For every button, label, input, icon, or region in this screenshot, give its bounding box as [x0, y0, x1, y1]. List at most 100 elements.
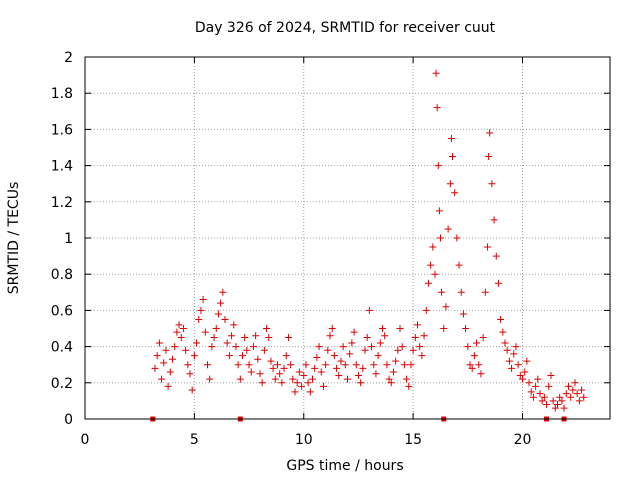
- data-point: [446, 180, 454, 188]
- data-point: [243, 346, 251, 354]
- data-point: [505, 357, 513, 365]
- y-tick-label: 0.4: [51, 340, 73, 356]
- data-point: [523, 357, 531, 365]
- data-point: [494, 279, 502, 287]
- data-point: [438, 288, 446, 296]
- data-point: [166, 368, 174, 376]
- data-point: [578, 386, 586, 394]
- axis-ticks: 00.20.40.60.811.21.41.61.820 5 10 15 20: [51, 50, 610, 448]
- data-point: [459, 310, 467, 318]
- data-point: [481, 288, 489, 296]
- data-point: [319, 382, 327, 390]
- data-point: [357, 379, 365, 387]
- data-point: [444, 225, 452, 233]
- data-point: [354, 372, 362, 380]
- data-point: [151, 364, 159, 372]
- data-point: [429, 243, 437, 251]
- data-point: [407, 361, 415, 369]
- data-point: [210, 334, 218, 342]
- data-point: [274, 361, 281, 369]
- data-point: [387, 379, 395, 387]
- data-point: [575, 397, 583, 405]
- data-point: [153, 352, 161, 360]
- data-point: [468, 364, 476, 372]
- data-point: [470, 352, 478, 360]
- data-point: [473, 339, 481, 347]
- data-point: [543, 401, 551, 409]
- data-point: [409, 346, 417, 354]
- data-point: [536, 390, 544, 398]
- data-point: [337, 357, 345, 365]
- data-point: [195, 315, 203, 323]
- data-point: [558, 397, 566, 405]
- data-point: [361, 346, 369, 354]
- data-point: [365, 306, 373, 314]
- x-axis-label: GPS time / hours: [286, 458, 403, 474]
- data-point: [155, 339, 163, 347]
- data-point: [514, 361, 522, 369]
- data-point: [372, 370, 380, 378]
- data-point: [265, 334, 273, 342]
- data-point: [389, 368, 397, 376]
- data-point: [416, 343, 424, 351]
- data-point: [573, 390, 581, 398]
- x-tick-label: 0: [81, 432, 90, 448]
- data-point: [532, 382, 540, 390]
- data-point: [398, 343, 406, 351]
- data-point: [219, 288, 227, 296]
- data-point: [184, 361, 192, 369]
- data-point: [527, 388, 535, 396]
- data-point: [225, 352, 233, 360]
- data-point: [431, 270, 439, 278]
- data-point: [186, 370, 194, 378]
- data-point: [556, 393, 564, 401]
- data-point: [304, 379, 312, 387]
- data-point: [381, 332, 389, 340]
- data-point: [317, 368, 325, 376]
- y-tick-label: 1.4: [51, 159, 73, 175]
- data-point: [529, 393, 537, 401]
- data-point: [199, 296, 207, 304]
- data-point: [486, 129, 494, 137]
- data-point: [427, 261, 435, 269]
- data-point: [359, 364, 367, 372]
- data-point: [394, 346, 402, 354]
- x-tick-label: 15: [404, 432, 422, 448]
- data-point: [162, 346, 170, 354]
- data-point: [217, 299, 225, 307]
- data-point: [554, 401, 561, 409]
- data-point: [258, 379, 266, 387]
- data-point: [567, 393, 575, 401]
- data-point: [350, 328, 358, 336]
- data-point: [464, 343, 472, 351]
- data-point: [206, 375, 214, 383]
- data-point: [348, 339, 356, 347]
- data-point: [549, 397, 557, 405]
- data-point: [284, 334, 292, 342]
- data-point: [171, 343, 179, 351]
- data-point: [562, 390, 570, 398]
- data-point: [256, 370, 264, 378]
- data-point: [519, 375, 526, 383]
- data-point: [234, 361, 242, 369]
- data-point: [324, 346, 332, 354]
- y-tick-label: 1.2: [51, 195, 73, 211]
- data-point: [245, 361, 253, 369]
- data-point: [197, 306, 205, 314]
- data-point: [164, 382, 172, 390]
- y-tick-label: 1.6: [51, 122, 73, 138]
- data-point: [287, 361, 295, 369]
- data-point: [396, 325, 404, 332]
- data-point: [383, 361, 391, 369]
- data-point: [236, 375, 244, 383]
- data-point: [341, 361, 349, 369]
- data-point: [434, 162, 442, 170]
- data-point: [569, 386, 577, 394]
- data-point: [385, 375, 393, 383]
- data-point: [484, 243, 491, 251]
- data-point: [252, 332, 260, 340]
- data-point: [571, 379, 579, 387]
- data-point: [447, 134, 455, 142]
- data-point: [223, 339, 231, 347]
- data-point: [241, 334, 249, 342]
